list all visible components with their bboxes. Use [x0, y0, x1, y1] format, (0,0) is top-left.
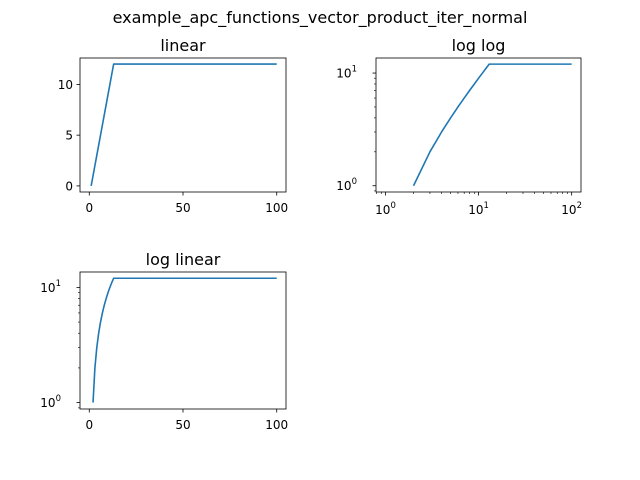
y-tick-label: 0 — [65, 179, 73, 193]
subplot-title: log log — [452, 36, 506, 55]
y-tick-label: 5 — [65, 129, 73, 143]
subplot-linear: linear 0 50 100 0 5 10 — [58, 36, 288, 215]
subplot-title: log linear — [146, 250, 221, 269]
x-tick-label: 0 — [85, 418, 93, 432]
x-tick-label: 100 — [265, 418, 288, 432]
axes-frame — [79, 271, 287, 410]
data-series-line — [90, 63, 277, 187]
data-series-line — [92, 277, 277, 403]
axes-frame — [375, 57, 582, 193]
axes-frame — [79, 57, 287, 193]
data-series-line — [412, 63, 572, 187]
subplot-title: linear — [160, 36, 206, 55]
x-tick-label: 50 — [175, 201, 190, 215]
y-tick-label: 10 — [58, 78, 73, 92]
x-tick-label: 0 — [85, 201, 93, 215]
figure-suptitle: example_apc_functions_vector_product_ite… — [113, 8, 528, 28]
x-tick-label: 50 — [175, 418, 190, 432]
x-tick-label: 100 — [265, 201, 288, 215]
